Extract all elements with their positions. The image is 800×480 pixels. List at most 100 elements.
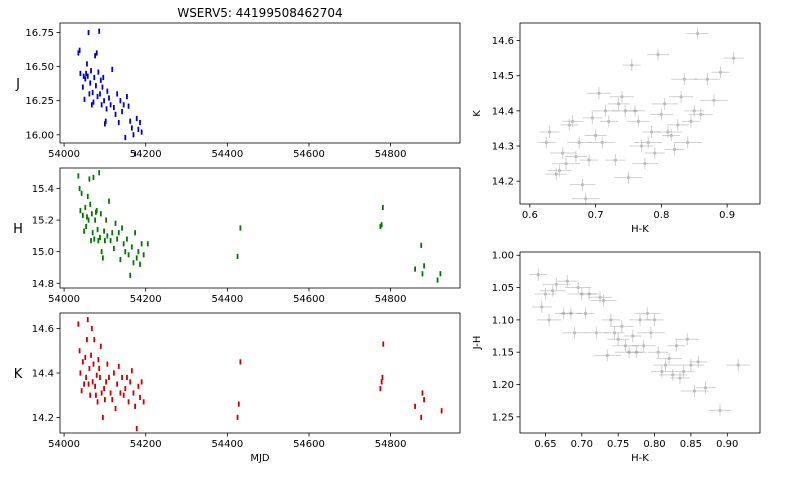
cmd-marker: [557, 169, 562, 173]
lc-j-xtick-label: 54200: [130, 149, 162, 160]
ccd-marker: [671, 373, 675, 377]
cmd-frame: [519, 22, 761, 205]
lc-h-ytick-label: 15.0: [32, 247, 54, 258]
ccd-point: [709, 404, 731, 417]
cmd-marker: [646, 140, 650, 145]
cmd-marker: [695, 31, 700, 36]
ccd-marker: [696, 360, 700, 364]
ccd-marker: [580, 292, 584, 296]
ccd-marker: [667, 357, 671, 361]
ccd-point: [531, 300, 552, 313]
ccd-marker: [583, 311, 588, 316]
cmd-marker: [676, 123, 680, 127]
ccd-marker: [649, 331, 653, 335]
ccd-marker: [602, 298, 606, 303]
panel-lc-k: 54000 54200 54400 54600 54800 14.2 14.4 14.6 MJD…: [14, 312, 461, 464]
cmd-point: [666, 118, 689, 131]
cmd-point: [571, 192, 600, 205]
cmd-xtick-label: 0.6: [522, 210, 538, 221]
cmd-point: [699, 94, 728, 107]
cmd-marker: [571, 119, 575, 124]
lc-h-xtick-label: 54400: [211, 294, 243, 305]
ccd-point: [653, 359, 678, 372]
cmd-point: [649, 108, 674, 121]
lc-j-ytick-label: 16.00: [25, 130, 54, 141]
ccd-marker: [652, 318, 657, 322]
ccd-frame: [519, 251, 761, 434]
ccd-point: [626, 346, 647, 359]
cmd-marker: [732, 56, 736, 60]
cmd-marker: [617, 102, 621, 106]
cmd-point: [564, 150, 587, 163]
ccd-marker: [678, 376, 682, 380]
cmd-point: [629, 140, 654, 153]
ccd-marker: [638, 318, 642, 322]
cmd-marker: [682, 77, 686, 81]
ccd-marker: [692, 389, 697, 393]
cmd-marker: [590, 116, 594, 120]
lc-j-ytick-label: 16.25: [25, 96, 54, 107]
ccd-point: [695, 381, 716, 394]
ccd-xtick-label: 0.65: [534, 439, 556, 450]
ccd-marker: [620, 324, 624, 328]
cmd-marker: [603, 109, 608, 113]
ccd-point: [667, 339, 686, 352]
lc-k-xtick-label: 54800: [375, 439, 407, 450]
cmd-marker: [626, 176, 631, 180]
cmd-point: [545, 168, 568, 181]
ccd-ytick-label: 1.25: [492, 412, 514, 423]
cmd-point: [653, 125, 682, 138]
cmd-point: [673, 136, 702, 149]
ccd-marker: [565, 279, 569, 283]
lc-k-xtick-label: 54000: [48, 439, 80, 450]
cmd-point: [584, 129, 607, 142]
cmd-marker: [544, 140, 548, 145]
ccd-marker: [663, 363, 668, 367]
cmd-point: [694, 73, 721, 86]
plot-layer: 54000 54200 54400 54600 54800 16.00 16.25 16.50…: [13, 22, 761, 464]
lc-j-ytick-label: 16.50: [25, 62, 54, 73]
panel-ccd: 0.65 0.70 0.75 0.80 0.85 0.90 1.00 1.05 1.10 1.15…: [472, 251, 761, 464]
ccd-xtick-label: 0.75: [607, 439, 629, 450]
ccd-point: [557, 275, 578, 288]
lc-j-xtick-label: 54600: [293, 149, 325, 160]
lc-k-ytick-label: 14.6: [32, 324, 54, 335]
ccd-marker: [660, 369, 664, 374]
cmd-point: [684, 104, 705, 117]
lc-j-ylabel: J: [15, 77, 20, 92]
cmd-marker: [663, 102, 667, 106]
cmd-ytick-label: 14.6: [492, 36, 514, 47]
ccd-marker: [569, 311, 573, 316]
cmd-point: [609, 90, 634, 103]
cmd-point: [647, 48, 670, 61]
ccd-points: [529, 268, 751, 417]
ccd-point: [645, 313, 664, 326]
ccd-point: [537, 313, 562, 326]
lc-k-points: [77, 317, 443, 432]
cmd-marker: [649, 130, 654, 134]
figure-title: WSERV5: 44199508462704: [177, 6, 342, 20]
ccd-point: [534, 288, 557, 301]
ccd-point: [623, 330, 642, 343]
cmd-point: [552, 157, 581, 170]
cmd-point: [669, 90, 694, 103]
ccd-point: [565, 281, 592, 294]
cmd-marker: [564, 161, 568, 166]
cmd-marker: [672, 147, 677, 152]
cmd-marker: [607, 119, 611, 124]
lc-h-ytick-label: 15.2: [32, 216, 54, 227]
cmd-point: [642, 125, 661, 138]
ccd-point: [636, 326, 665, 339]
cmd-point: [589, 136, 616, 149]
lc-j-xtick-label: 54400: [211, 149, 243, 160]
cmd-point: [686, 27, 709, 40]
cmd-marker: [653, 151, 657, 155]
cmd-point: [560, 118, 579, 131]
cmd-point: [591, 104, 620, 117]
ccd-marker: [674, 344, 678, 348]
cmd-xtick-label: 0.8: [653, 210, 669, 221]
cmd-point: [681, 115, 700, 128]
cmd-point: [586, 87, 611, 100]
cmd-marker: [580, 183, 585, 187]
